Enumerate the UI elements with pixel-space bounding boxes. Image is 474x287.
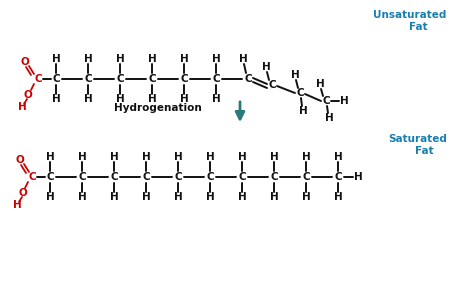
Text: H: H bbox=[173, 152, 182, 162]
Text: C: C bbox=[52, 74, 60, 84]
Text: H: H bbox=[180, 94, 188, 104]
Text: H: H bbox=[340, 96, 348, 106]
Text: H: H bbox=[78, 192, 86, 202]
Text: H: H bbox=[299, 106, 307, 116]
Text: Fat: Fat bbox=[409, 22, 428, 32]
Text: H: H bbox=[301, 152, 310, 162]
Text: H: H bbox=[238, 54, 247, 64]
Text: C: C bbox=[206, 172, 214, 182]
Text: H: H bbox=[237, 192, 246, 202]
Text: H: H bbox=[173, 192, 182, 202]
Text: C: C bbox=[116, 74, 124, 84]
Text: H: H bbox=[206, 152, 214, 162]
Text: C: C bbox=[46, 172, 54, 182]
Text: H: H bbox=[18, 102, 27, 112]
Text: H: H bbox=[83, 94, 92, 104]
Text: H: H bbox=[109, 152, 118, 162]
Text: H: H bbox=[13, 200, 21, 210]
Text: H: H bbox=[354, 172, 363, 182]
Text: H: H bbox=[211, 94, 220, 104]
Text: H: H bbox=[211, 54, 220, 64]
Text: H: H bbox=[116, 54, 124, 64]
Text: C: C bbox=[34, 74, 42, 84]
Text: Saturated: Saturated bbox=[389, 134, 447, 144]
Text: C: C bbox=[322, 96, 330, 106]
Text: C: C bbox=[296, 88, 304, 98]
Text: O: O bbox=[24, 90, 32, 100]
Text: Hydrogenation: Hydrogenation bbox=[114, 103, 202, 113]
Text: H: H bbox=[109, 192, 118, 202]
Text: H: H bbox=[147, 54, 156, 64]
Text: H: H bbox=[116, 94, 124, 104]
Text: H: H bbox=[237, 152, 246, 162]
Text: H: H bbox=[316, 79, 324, 89]
Text: C: C bbox=[142, 172, 150, 182]
Text: H: H bbox=[325, 113, 333, 123]
Text: H: H bbox=[52, 54, 60, 64]
Text: O: O bbox=[16, 155, 24, 165]
Text: C: C bbox=[270, 172, 278, 182]
Text: H: H bbox=[334, 152, 342, 162]
Text: Fat: Fat bbox=[415, 146, 433, 156]
Text: H: H bbox=[46, 152, 55, 162]
Text: H: H bbox=[142, 152, 150, 162]
Text: C: C bbox=[212, 74, 220, 84]
Text: H: H bbox=[142, 192, 150, 202]
Text: Unsaturated: Unsaturated bbox=[374, 10, 447, 20]
Text: O: O bbox=[18, 188, 27, 198]
Text: H: H bbox=[334, 192, 342, 202]
Text: C: C bbox=[268, 80, 276, 90]
Text: H: H bbox=[78, 152, 86, 162]
Text: C: C bbox=[238, 172, 246, 182]
Text: H: H bbox=[83, 54, 92, 64]
Text: C: C bbox=[174, 172, 182, 182]
Text: C: C bbox=[334, 172, 342, 182]
Text: H: H bbox=[52, 94, 60, 104]
Text: H: H bbox=[270, 152, 278, 162]
Text: H: H bbox=[270, 192, 278, 202]
Text: C: C bbox=[180, 74, 188, 84]
Text: H: H bbox=[291, 70, 300, 80]
Text: C: C bbox=[28, 172, 36, 182]
Text: H: H bbox=[147, 94, 156, 104]
Text: H: H bbox=[206, 192, 214, 202]
Text: H: H bbox=[262, 62, 270, 72]
Text: H: H bbox=[46, 192, 55, 202]
Text: H: H bbox=[180, 54, 188, 64]
Text: C: C bbox=[78, 172, 86, 182]
Text: O: O bbox=[21, 57, 29, 67]
Text: C: C bbox=[302, 172, 310, 182]
Text: C: C bbox=[148, 74, 156, 84]
Text: C: C bbox=[110, 172, 118, 182]
Text: C: C bbox=[244, 74, 252, 84]
Text: C: C bbox=[84, 74, 92, 84]
Text: H: H bbox=[301, 192, 310, 202]
